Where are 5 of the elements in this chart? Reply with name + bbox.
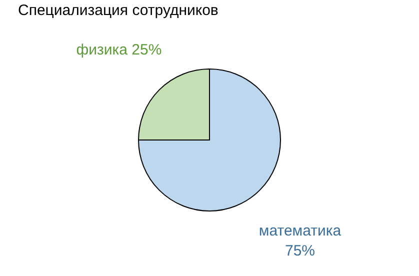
slice-label: физика 25%: [76, 41, 162, 58]
slice-label: математика: [258, 222, 342, 240]
chart-title: Специализация сотрудников: [18, 2, 218, 19]
data-label: 75%: [284, 242, 316, 260]
pie-slice: [138, 68, 281, 212]
